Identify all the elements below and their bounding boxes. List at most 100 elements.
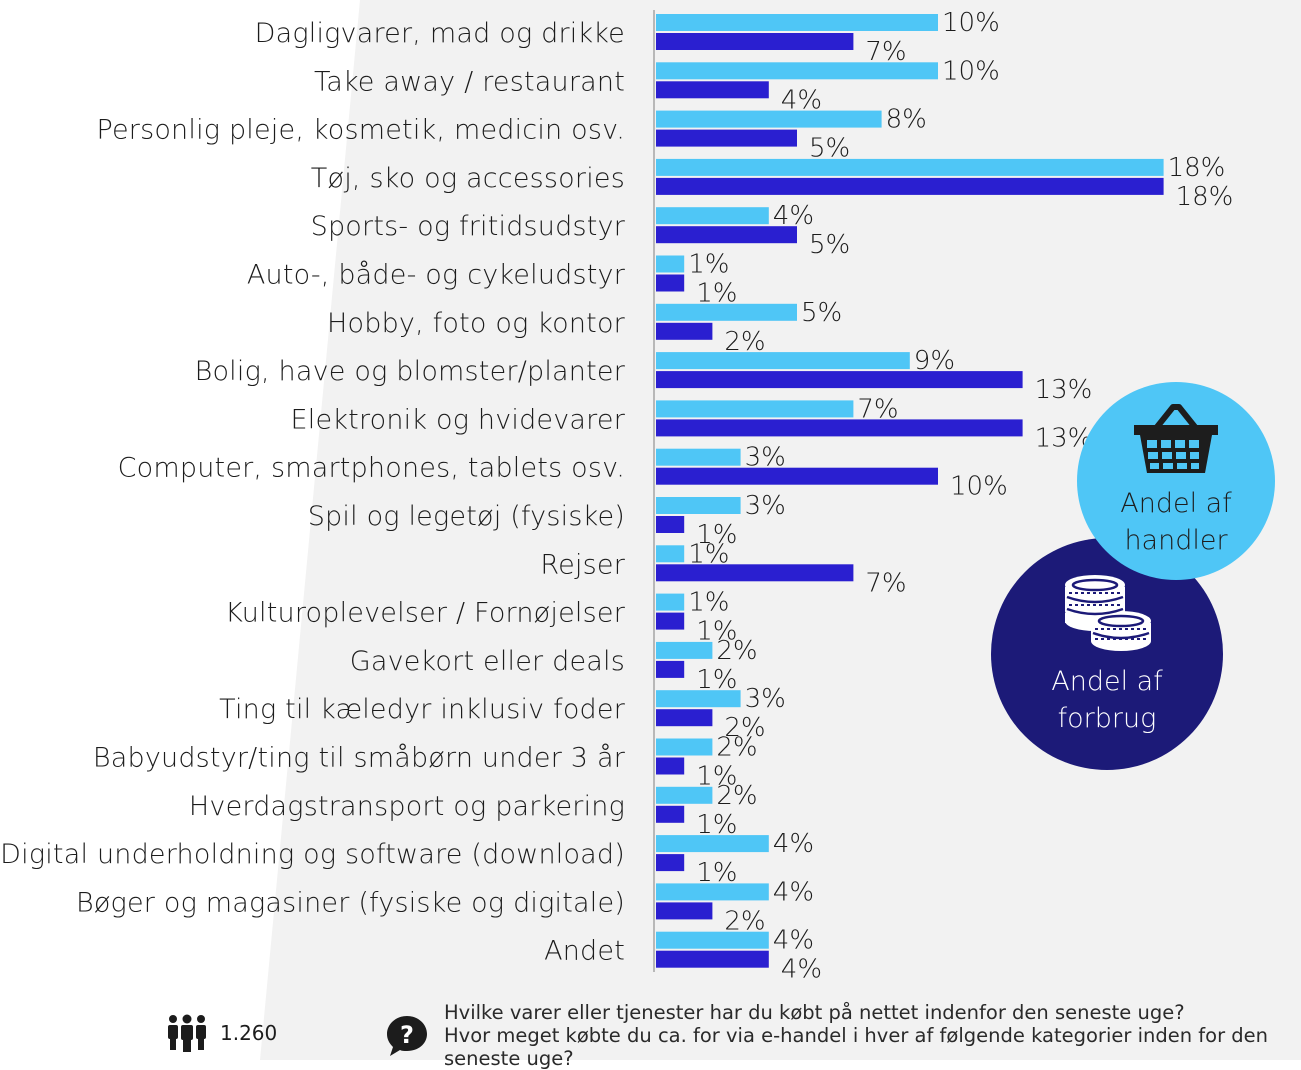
category-label: Computer, smartphones, tablets osv.: [118, 453, 625, 484]
bar-chart: Dagligvarer, mad og drikke 10% 7% Take away…: [0, 8, 1234, 985]
category-label: Gavekort eller deals: [350, 646, 625, 677]
people-icon: [166, 1014, 208, 1056]
value-label-handler: 2%: [716, 781, 757, 811]
bar-andel-af-handler: [656, 738, 713, 756]
bar-andel-af-forbrug: [656, 516, 685, 533]
bar-andel-af-handler: [656, 352, 910, 370]
value-label-forbrug: 1%: [696, 810, 737, 840]
category-label: Ting til kæledyr inklusiv foder: [219, 694, 626, 725]
bar-andel-af-handler: [656, 545, 685, 563]
value-label-handler: 10%: [942, 8, 1000, 38]
respondent-count: 1.260: [220, 1021, 278, 1045]
bar-andel-af-handler: [656, 14, 938, 31]
legend-forbrug-line1: Andel af: [1051, 666, 1163, 697]
category-label: Digital underholdning og software (downl…: [0, 839, 625, 870]
bar-andel-af-forbrug: [656, 805, 685, 823]
value-label-handler: 2%: [716, 636, 757, 666]
value-label-forbrug: 5%: [809, 134, 850, 164]
bar-andel-af-handler: [656, 641, 713, 659]
survey-question-line: Hvor meget købte du ca. for via e-handel…: [444, 1024, 1269, 1047]
category-label: Personlig pleje, kosmetik, medicin osv.: [96, 115, 625, 146]
survey-question-line: seneste uge?: [444, 1047, 574, 1070]
value-label-forbrug: 7%: [865, 37, 906, 67]
category-label: Elektronik og hvidevarer: [291, 404, 626, 435]
bar-andel-af-handler: [656, 207, 769, 225]
bar-andel-af-handler: [656, 255, 685, 273]
value-label-handler: 1%: [688, 250, 729, 280]
category-label: Hverdagstransport og parkering: [189, 791, 625, 822]
value-label-handler: 10%: [942, 56, 1000, 86]
bar-andel-af-forbrug: [656, 371, 1023, 389]
bar-andel-af-forbrug: [656, 660, 685, 678]
category-label: Bøger og magasiner (fysiske og digitale): [76, 887, 625, 918]
category-label: Rejser: [540, 549, 625, 580]
value-label-handler: 2%: [716, 733, 757, 763]
value-label-forbrug: 1%: [696, 858, 737, 888]
bar-andel-af-forbrug: [656, 709, 713, 727]
bar-andel-af-forbrug: [656, 564, 854, 582]
legend-forbrug-line2: forbrug: [1057, 703, 1157, 734]
value-label-handler: 4%: [773, 926, 814, 956]
svg-text:?: ?: [400, 1021, 414, 1049]
legend-forbrug: Andel af forbrug: [991, 538, 1223, 770]
bar-andel-af-handler: [656, 883, 769, 901]
bar-andel-af-forbrug: [656, 177, 1164, 195]
value-label-forbrug: 2%: [724, 713, 765, 743]
value-label-forbrug: 2%: [724, 327, 765, 357]
bar-andel-af-handler: [656, 62, 938, 80]
bar-andel-af-handler: [656, 497, 741, 514]
value-label-handler: 18%: [1168, 153, 1226, 183]
value-label-handler: 4%: [773, 877, 814, 907]
value-label-forbrug: 18%: [1176, 182, 1234, 212]
legend-handler-line1: Andel af: [1120, 488, 1232, 519]
value-label-forbrug: 4%: [781, 85, 822, 115]
basket-icon: [1131, 403, 1221, 481]
category-label: Kulturoplevelser / Fornøjelser: [225, 598, 626, 629]
question-icon: ?: [385, 1014, 429, 1062]
survey-question-line: Hvilke varer eller tjenester har du købt…: [444, 1001, 1185, 1024]
bar-andel-af-handler: [656, 448, 741, 466]
bar-andel-af-handler: [656, 158, 1164, 176]
category-label: Auto-, både- og cykeludstyr: [247, 260, 626, 291]
category-label: Hobby, foto og kontor: [327, 308, 626, 339]
value-label-handler: 1%: [688, 588, 729, 618]
bar-andel-af-handler: [656, 835, 769, 853]
bar-andel-af-forbrug: [656, 274, 685, 292]
value-label-forbrug: 1%: [696, 665, 737, 695]
bar-andel-af-forbrug: [656, 902, 713, 920]
bar-andel-af-forbrug: [656, 757, 685, 775]
coins-icon: [1059, 571, 1155, 657]
category-label: Bolig, have og blomster/planter: [195, 356, 626, 387]
bar-andel-af-forbrug: [656, 854, 685, 872]
bar-andel-af-forbrug: [656, 467, 938, 485]
bar-andel-af-forbrug: [656, 612, 685, 630]
category-label: Take away / restaurant: [314, 66, 625, 97]
value-label-forbrug: 1%: [696, 762, 737, 792]
category-label: Andet: [544, 936, 625, 967]
legend-handler-line2: handler: [1124, 525, 1228, 556]
category-label: Sports- og fritidsudstyr: [311, 211, 626, 242]
bar-andel-af-forbrug: [656, 950, 769, 968]
category-label: Dagligvarer, mad og drikke: [255, 18, 625, 49]
value-label-forbrug: 7%: [865, 568, 906, 598]
value-label-handler: 8%: [886, 105, 927, 135]
value-label-handler: 3%: [745, 491, 786, 521]
bar-andel-af-handler: [656, 303, 797, 321]
value-label-forbrug: 1%: [696, 279, 737, 309]
bar-andel-af-handler: [656, 690, 741, 708]
bar-andel-af-forbrug: [656, 129, 797, 147]
bar-andel-af-forbrug: [656, 33, 854, 50]
bar-andel-af-forbrug: [656, 419, 1023, 437]
bar-andel-af-forbrug: [656, 226, 797, 244]
bar-andel-af-handler: [656, 110, 882, 128]
value-label-forbrug: 10%: [950, 472, 1008, 502]
value-label-forbrug: 4%: [781, 955, 822, 985]
bar-andel-af-handler: [656, 931, 769, 949]
bar-andel-af-handler: [656, 786, 713, 804]
value-label-handler: 3%: [745, 684, 786, 714]
value-label-forbrug: 2%: [724, 906, 765, 936]
value-label-handler: 4%: [773, 829, 814, 859]
value-label-forbrug: 13%: [1035, 375, 1093, 405]
value-label-forbrug: 5%: [809, 230, 850, 260]
bar-andel-af-forbrug: [656, 81, 769, 99]
